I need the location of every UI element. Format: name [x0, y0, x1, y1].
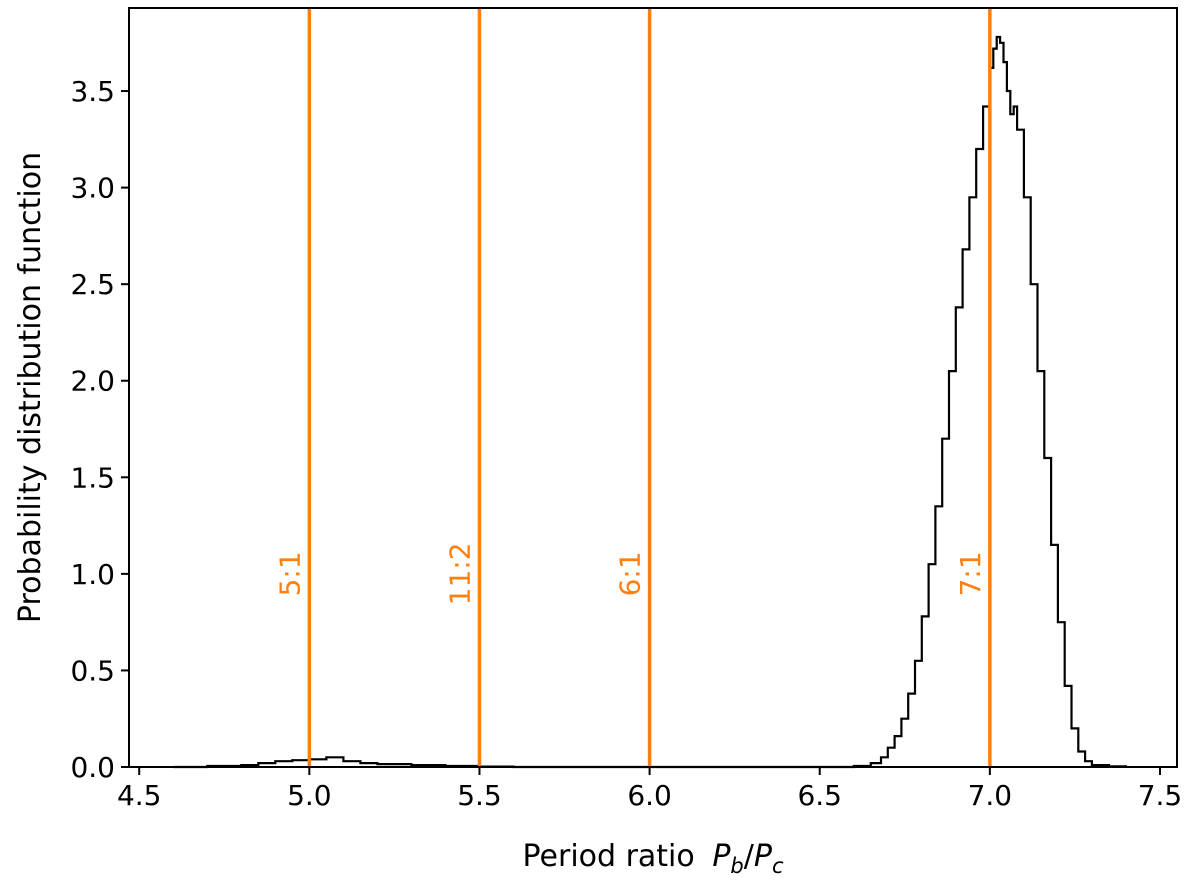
y-axis-ticks: 0.0 0.5 1.0 1.5 2.0 2.5 3.0 3.5 [70, 75, 129, 784]
y-tick-label-3: 1.5 [70, 461, 115, 494]
y-tick-label-1: 0.5 [70, 654, 115, 687]
resonance-lines: 5:1 11:2 6:1 7:1 [273, 8, 992, 767]
resonance-label-3: 7:1 [954, 551, 987, 596]
plot-frame [128, 7, 1178, 768]
resonance-label-0: 5:1 [273, 551, 306, 596]
x-tick-label-3: 6.0 [627, 779, 672, 812]
x-tick-label-4: 6.5 [797, 779, 842, 812]
x-tick-label-2: 5.5 [457, 779, 502, 812]
histogram-layer [173, 35, 1128, 769]
resonance-label-2: 6:1 [614, 551, 647, 596]
x-axis-slash: / [744, 839, 755, 874]
y-tick-label-6: 3.0 [70, 172, 115, 205]
x-tick-label-1: 5.0 [287, 779, 332, 812]
x-axis-ticks: 4.5 5.0 5.5 6.0 6.5 7.0 7.5 [117, 767, 1182, 812]
y-tick-label-2: 1.0 [70, 558, 115, 591]
x-axis-label-text: Period ratio [523, 839, 695, 874]
x-axis-sub-c: c [772, 854, 784, 878]
y-tick-label-7: 3.5 [70, 75, 115, 108]
x-axis-label: Period ratio Pb/Pc [523, 839, 784, 878]
resonance-label-1: 11:2 [443, 542, 476, 605]
y-tick-label-0: 0.0 [70, 751, 115, 784]
x-tick-label-5: 7.0 [968, 779, 1013, 812]
y-tick-label-4: 2.0 [70, 365, 115, 398]
x-axis-symbol-pb: P [712, 839, 731, 874]
y-tick-label-5: 2.5 [70, 268, 115, 301]
x-axis-symbol-pc: P [754, 839, 773, 874]
histogram-series-0 [173, 35, 1128, 769]
x-tick-label-0: 4.5 [117, 779, 162, 812]
x-tick-label-6: 7.5 [1138, 779, 1183, 812]
x-axis-sub-b: b [730, 854, 743, 878]
y-axis-label: Probability distribution function [13, 152, 48, 623]
